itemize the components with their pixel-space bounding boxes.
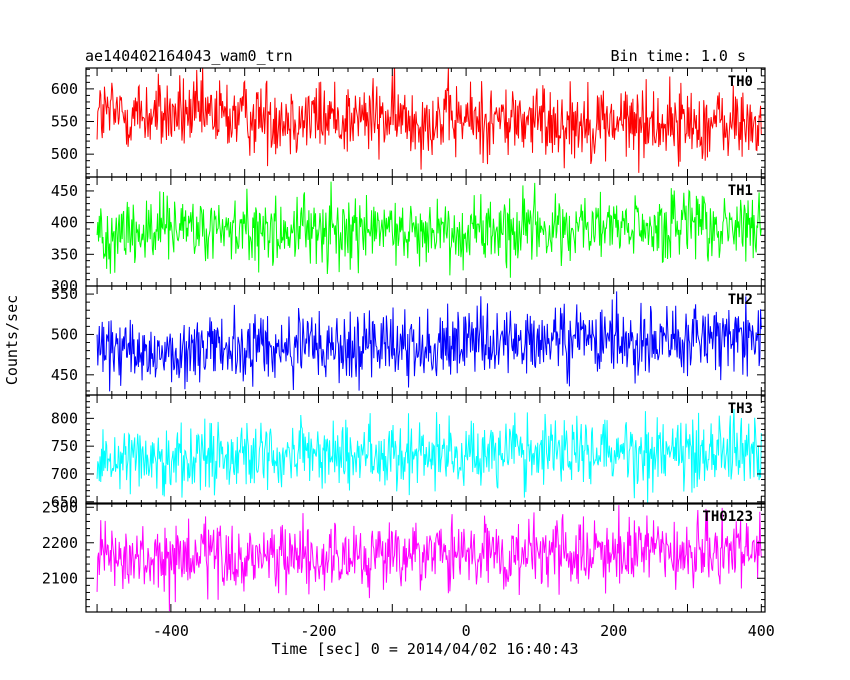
panel-th0: 500 550 600 TH0	[51, 67, 766, 178]
y-tick-label: 350	[51, 245, 78, 263]
x-axis-label: Time [sec] 0 = 2014/04/02 16:40:43	[271, 640, 578, 658]
x-tick-label: -200	[300, 622, 336, 640]
panel-label-th1: TH1	[728, 183, 753, 199]
series-line-th3	[96, 408, 762, 504]
x-tick-label: 200	[600, 622, 627, 640]
panels-group: 500 550 600 TH0 300 350 400 450 TH1 450 500 550 TH2 6…	[42, 67, 775, 640]
panel-th1: 300 350 400 450 TH1	[51, 176, 766, 295]
y-tick-label: 2300	[42, 498, 78, 516]
y-tick-label: 450	[51, 366, 78, 384]
y-tick-label: 650	[51, 493, 78, 511]
series-line-th0123	[96, 505, 762, 612]
panel-th3: 650 700 750 800 TH3	[51, 394, 766, 511]
panel-label-th2: TH2	[728, 292, 753, 308]
x-tick-label: 400	[748, 622, 775, 640]
panel-label-th0: TH0	[728, 74, 753, 90]
y-tick-label: 500	[51, 145, 78, 163]
y-tick-label: 400	[51, 214, 78, 232]
y-axis-label: Counts/sec	[3, 295, 21, 385]
x-tick-label: -400	[153, 622, 189, 640]
x-tick-label: 0	[462, 622, 471, 640]
y-tick-label: 2100	[42, 569, 78, 587]
panel-label-th3: TH3	[728, 401, 753, 417]
panel-th0123: 2100 2200 2300 TH0123 -400 -200 0 200 400	[42, 498, 775, 640]
bin-time-label: Bin time: 1.0 s	[611, 47, 746, 65]
panel-label-th0123: TH0123	[702, 509, 753, 525]
y-tick-label: 750	[51, 437, 78, 455]
y-tick-label: 550	[51, 285, 78, 303]
y-tick-label: 600	[51, 80, 78, 98]
y-tick-label: 500	[51, 325, 78, 343]
panel-frame-th0123	[85, 502, 766, 613]
series-line-th1	[96, 181, 762, 278]
y-tick-label: 300	[51, 277, 78, 295]
y-tick-label: 2200	[42, 534, 78, 552]
plot-title: ae140402164043_wam0_trn	[85, 47, 293, 65]
y-tick-label: 800	[51, 409, 78, 427]
y-tick-label: 450	[51, 182, 78, 200]
panel-th2: 450 500 550 TH2	[51, 285, 766, 396]
panel-frame-th3	[85, 394, 766, 505]
series-line-th2	[96, 291, 762, 392]
series-line-th0	[96, 68, 762, 173]
y-tick-label: 700	[51, 465, 78, 483]
y-tick-label: 550	[51, 113, 78, 131]
